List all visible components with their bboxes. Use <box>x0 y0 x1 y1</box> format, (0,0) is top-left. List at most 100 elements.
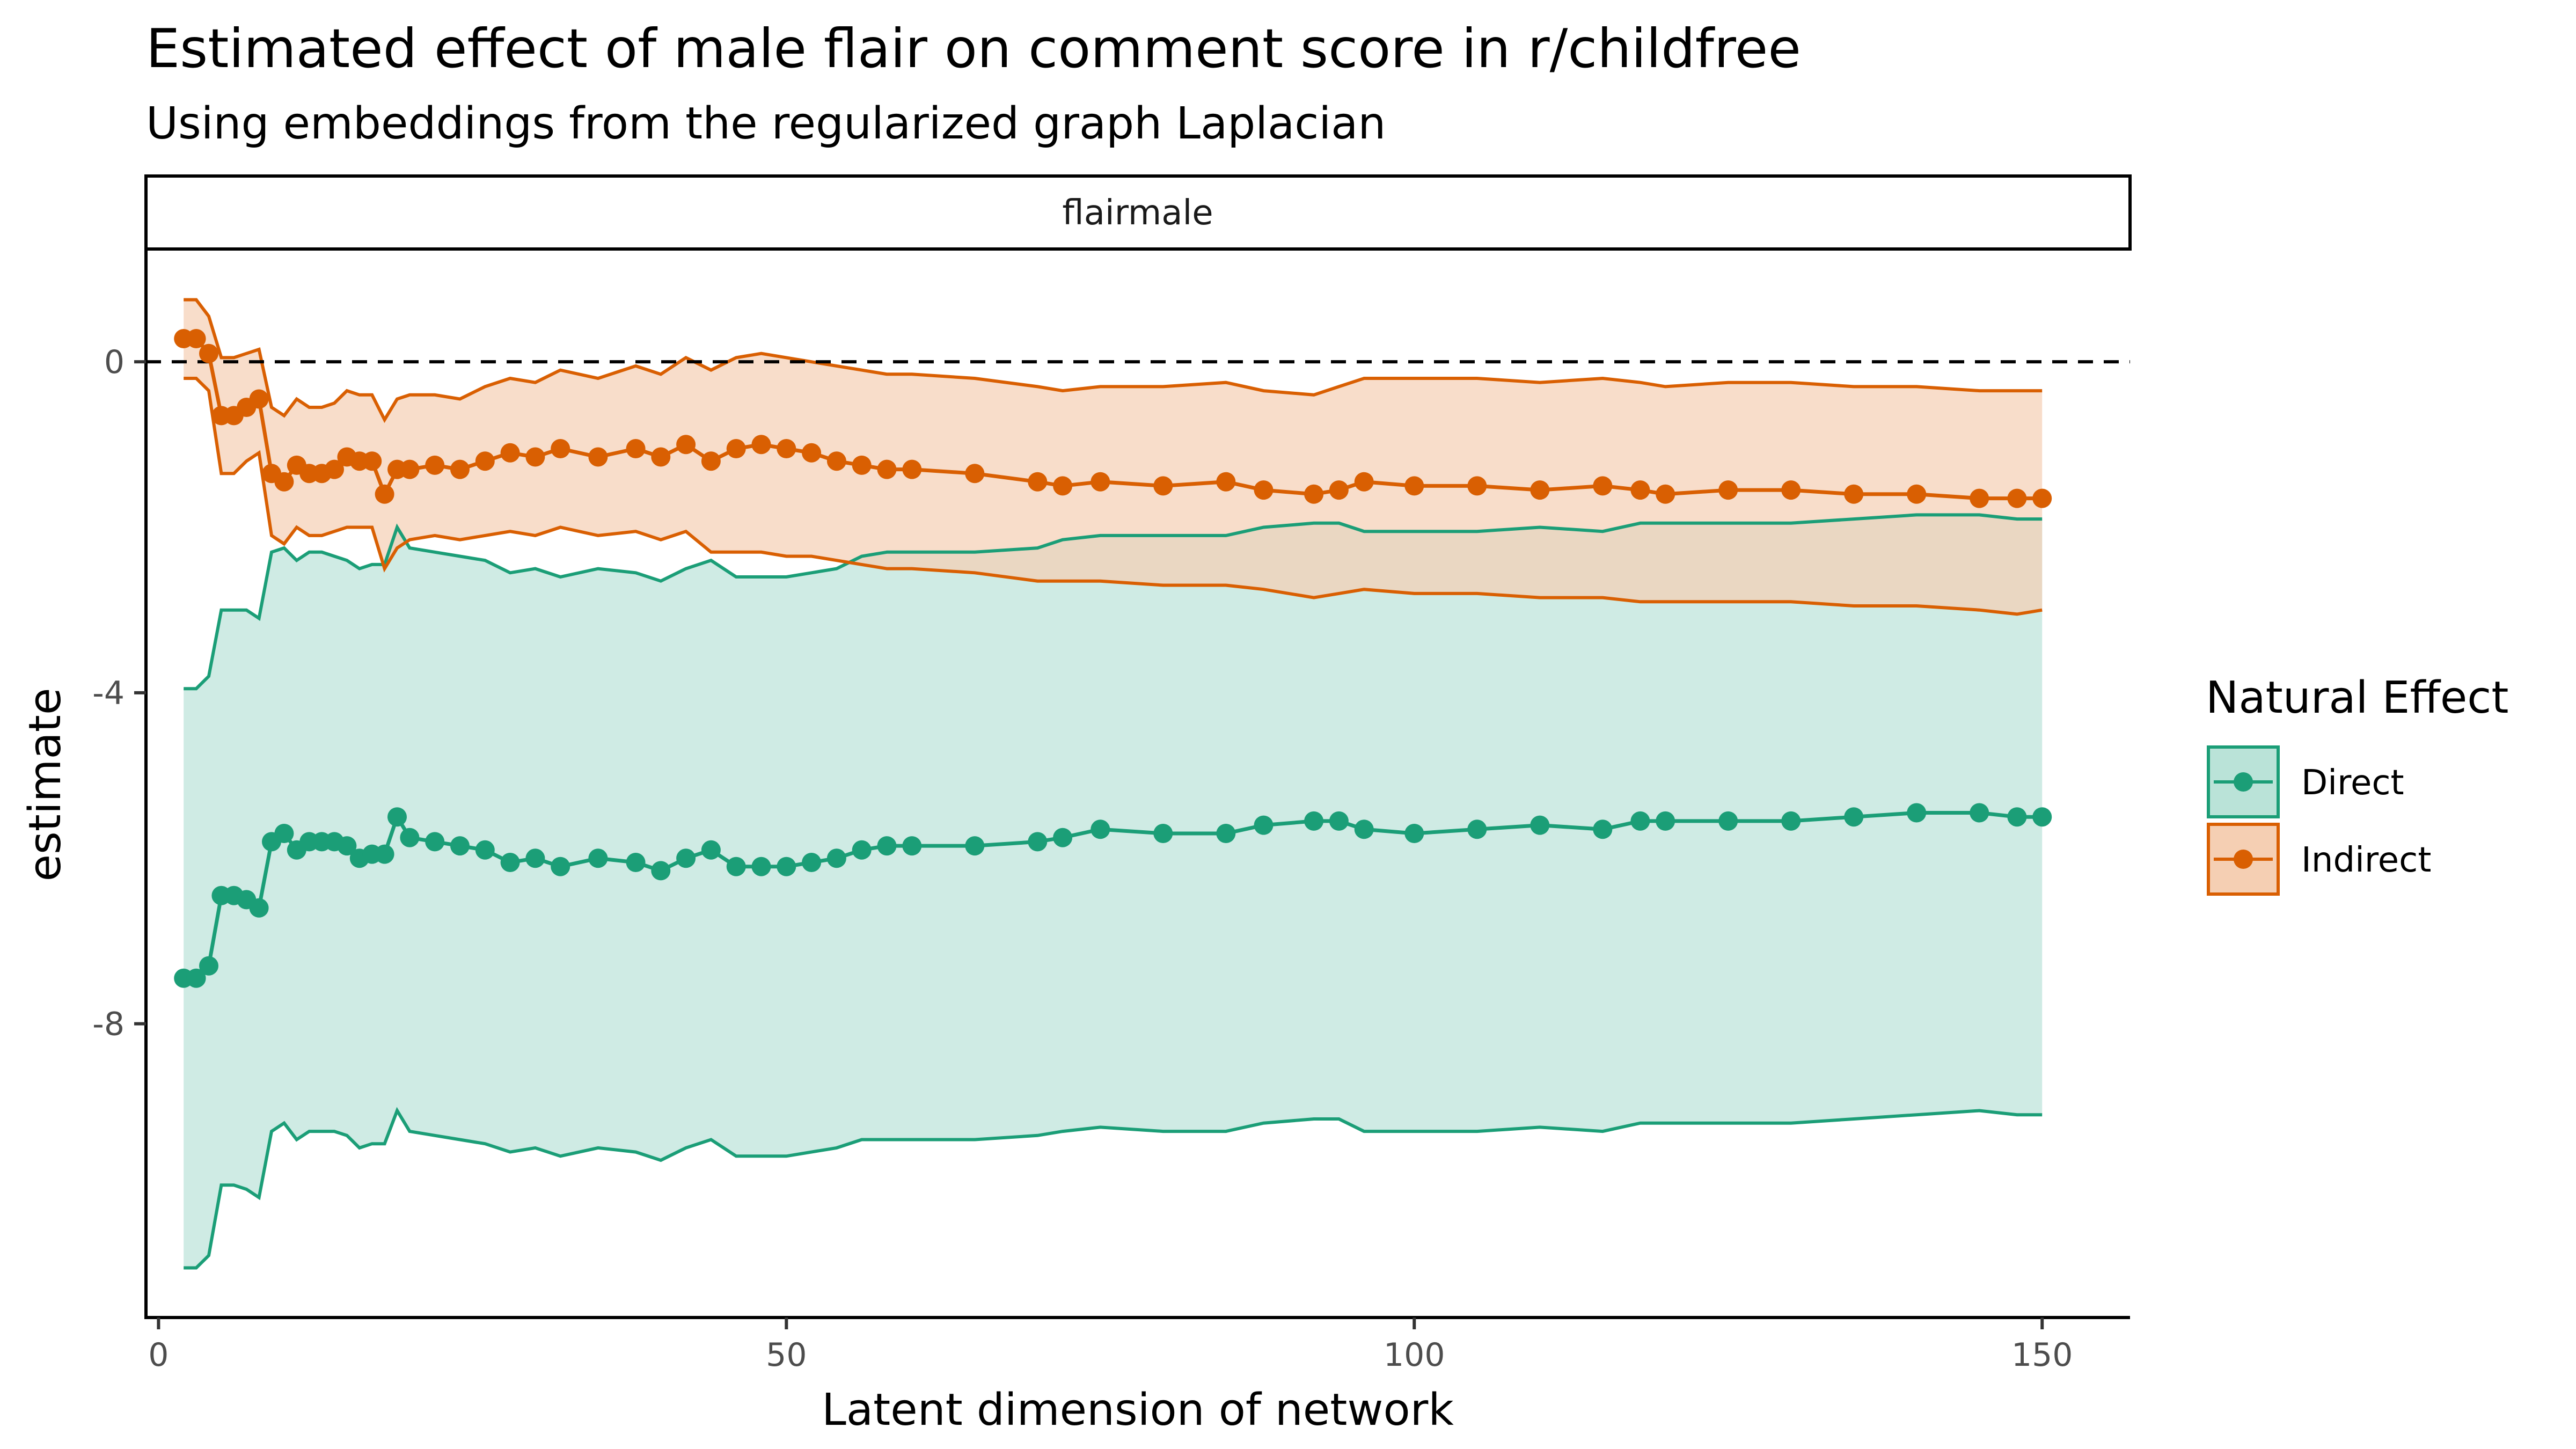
direct-estimate-point <box>1354 819 1374 839</box>
indirect-estimate-point <box>1254 480 1274 500</box>
indirect-lower-bound-line <box>184 377 2043 616</box>
direct-estimate-point <box>337 836 357 856</box>
x-tick-label: 0 <box>148 1336 169 1374</box>
indirect-estimate-point <box>1844 484 1864 504</box>
facet-strip-label: flairmale <box>1062 193 1213 233</box>
indirect-estimate-point <box>965 464 985 484</box>
estimate-points-layer <box>174 329 2052 988</box>
direct-estimate-point <box>852 840 872 860</box>
indirect-estimate-point <box>500 443 520 463</box>
direct-estimate-point <box>701 840 721 860</box>
y-tick-label: -4 <box>92 675 125 712</box>
indirect-estimate-point <box>425 455 445 475</box>
indirect-estimate-point <box>362 451 382 471</box>
direct-estimate-point <box>2007 807 2027 827</box>
direct-estimate-point <box>1404 824 1424 843</box>
indirect-estimate-point <box>450 459 470 479</box>
indirect-estimate-point <box>1354 472 1374 492</box>
indirect-estimate-point <box>588 447 608 467</box>
indirect-estimate-point <box>1656 484 1675 504</box>
indirect-estimate-point <box>877 459 897 479</box>
direct-estimate-point <box>400 828 420 847</box>
direct-lower-bound-line <box>184 1107 2043 1270</box>
indirect-estimate-point <box>1907 484 1927 504</box>
legend: Natural Effect Direct Indirect <box>2206 672 2509 896</box>
indirect-estimate-point <box>1404 476 1424 496</box>
legend-item-indirect: Indirect <box>2207 823 2431 896</box>
direct-estimate-point <box>1467 819 1487 839</box>
direct-confidence-ribbon <box>184 515 2043 1268</box>
direct-estimate-point <box>1329 811 1349 831</box>
indirect-estimate-point <box>475 451 495 471</box>
direct-estimate-point <box>651 861 671 881</box>
indirect-estimate-point <box>676 435 696 455</box>
facet-strip-box <box>144 174 2132 251</box>
indirect-estimate-point <box>186 329 206 348</box>
direct-estimate-point <box>525 848 545 868</box>
bound-lines-layer <box>184 298 2043 1270</box>
direct-estimate-point <box>1656 811 1675 831</box>
indirect-estimate-point <box>1028 472 1048 492</box>
legend-title: Natural Effect <box>2206 672 2509 723</box>
direct-estimate-point <box>2032 807 2052 827</box>
direct-estimate-point <box>1028 832 1048 852</box>
direct-estimate-point <box>551 857 570 876</box>
indirect-estimate-point <box>1970 488 1989 508</box>
indirect-estimate-point <box>1216 472 1236 492</box>
direct-estimate-point <box>387 807 407 827</box>
legend-item-direct: Direct <box>2207 745 2404 818</box>
indirect-estimate-point <box>852 455 872 475</box>
legend-keys: Direct Indirect <box>2207 745 2431 896</box>
indirect-estimate-point <box>1304 484 1324 504</box>
direct-estimate-point <box>1153 824 1173 843</box>
indirect-estimate-point <box>902 459 922 479</box>
direct-estimate-point <box>249 898 269 918</box>
direct-estimate-point <box>802 853 822 872</box>
indirect-estimate-point <box>249 389 269 409</box>
direct-estimate-point <box>1304 811 1324 831</box>
indirect-estimate-point <box>1053 476 1073 496</box>
direct-estimate-point <box>626 853 646 872</box>
indirect-estimate-point <box>2032 488 2052 508</box>
indirect-estimate-point <box>274 472 294 492</box>
x-tick-label: 150 <box>2011 1336 2073 1374</box>
direct-estimate-point <box>588 848 608 868</box>
indirect-estimate-point <box>826 451 846 471</box>
direct-estimate-point <box>1053 828 1073 847</box>
indirect-estimate-point <box>802 443 822 463</box>
direct-upper-bound-line <box>184 513 2043 691</box>
direct-estimate-point <box>726 857 746 876</box>
chart-title: Estimated effect of male flair on commen… <box>146 17 1801 80</box>
y-tick-label: -8 <box>92 1006 125 1043</box>
indirect-estimate-point <box>1630 480 1650 500</box>
legend-label-direct: Direct <box>2301 763 2404 803</box>
indirect-estimate-point <box>726 439 746 458</box>
x-tick-label: 50 <box>766 1336 807 1374</box>
indirect-upper-bound-line <box>184 298 2043 423</box>
direct-estimate-point <box>1091 819 1110 839</box>
direct-estimate-point <box>1216 824 1236 843</box>
indirect-estimate-point <box>325 459 344 479</box>
facet-strip: flairmale <box>144 174 2132 251</box>
indirect-estimate-point <box>701 451 721 471</box>
indirect-estimate-point <box>1530 480 1550 500</box>
axes: 0 50 100 150 0 -4 -8 <box>92 250 2130 1374</box>
legend-label-indirect: Indirect <box>2301 840 2431 880</box>
direct-estimate-point <box>375 844 394 864</box>
direct-estimate-point <box>1254 815 1274 835</box>
direct-estimate-point <box>777 857 796 876</box>
direct-estimate-point <box>965 836 985 856</box>
indirect-estimate-point <box>1329 480 1349 500</box>
direct-estimate-point <box>425 832 445 852</box>
direct-estimate-point <box>1718 811 1738 831</box>
direct-estimate-point <box>877 836 897 856</box>
indirect-estimate-point <box>551 439 570 458</box>
indirect-estimate-point <box>400 459 420 479</box>
direct-estimate-point <box>500 853 520 872</box>
direct-estimate-point <box>1970 803 1989 823</box>
direct-estimate-point <box>751 857 771 876</box>
indirect-estimate-point <box>1467 476 1487 496</box>
indirect-estimate-point <box>1593 476 1613 496</box>
direct-estimate-point <box>1530 815 1550 835</box>
